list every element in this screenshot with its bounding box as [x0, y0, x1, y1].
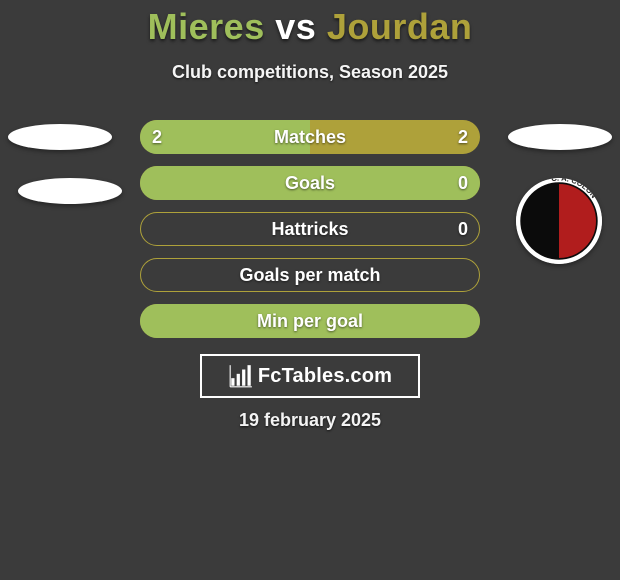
player1-name: Mieres [148, 6, 265, 47]
vs-text: vs [275, 6, 316, 47]
bar-label: Min per goal [140, 304, 480, 338]
stat-bar: Goals per match [140, 258, 480, 292]
subtitle: Club competitions, Season 2025 [0, 62, 620, 83]
player1-photo-placeholder [8, 124, 112, 150]
bar-val-right: 0 [458, 212, 468, 246]
comparison-card: Mieres vs Jourdan Club competitions, Sea… [0, 0, 620, 580]
bar-label: Goals [140, 166, 480, 200]
colon-badge-icon: C. A. COLON [516, 178, 602, 264]
watermark: FcTables.com [200, 354, 420, 398]
stat-bar: Min per goal [140, 304, 480, 338]
stat-bars: Matches22Goals0Hattricks0Goals per match… [140, 120, 480, 350]
bar-chart-icon [228, 363, 254, 389]
bar-label: Hattricks [140, 212, 480, 246]
bar-label: Matches [140, 120, 480, 154]
bar-val-right: 0 [458, 166, 468, 200]
stat-bar: Hattricks0 [140, 212, 480, 246]
stat-bar: Goals0 [140, 166, 480, 200]
bar-val-right: 2 [458, 120, 468, 154]
player2-club-badge: C. A. COLON [516, 178, 602, 264]
bar-label: Goals per match [140, 258, 480, 292]
player2-photo-placeholder [508, 124, 612, 150]
bar-val-left: 2 [152, 120, 162, 154]
player1-club-placeholder [18, 178, 122, 204]
stat-bar: Matches2 2 [140, 120, 480, 154]
title: Mieres vs Jourdan [0, 6, 620, 48]
player2-name: Jourdan [327, 6, 473, 47]
date-line: 19 february 2025 [0, 410, 620, 431]
watermark-text: FcTables.com [258, 365, 392, 388]
